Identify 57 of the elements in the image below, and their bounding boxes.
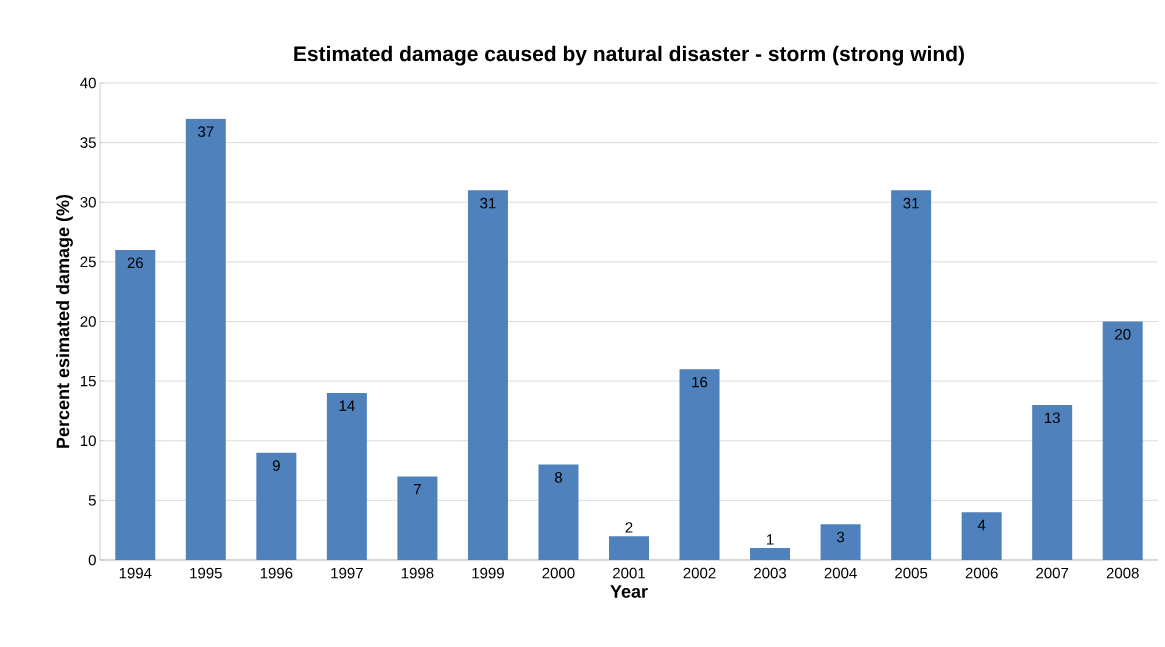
y-tick-label: 20: [80, 316, 96, 327]
data-label: 37: [198, 126, 214, 137]
y-tick-label: 35: [80, 137, 96, 148]
y-axis-title: Percent esimated damage (%): [56, 194, 73, 448]
bar: [397, 476, 438, 560]
x-tick-label: 2006: [965, 567, 998, 579]
x-tick-label: 1994: [119, 567, 152, 579]
x-tick-label: 1997: [331, 567, 363, 579]
data-label: 14: [339, 400, 355, 411]
bar: [750, 548, 791, 560]
data-label: 9: [272, 460, 280, 471]
x-tick-label: 2001: [613, 567, 645, 579]
y-tick-label: 5: [88, 495, 96, 506]
data-label: 26: [127, 257, 143, 269]
bar: [115, 249, 156, 560]
x-tick-label: 2007: [1036, 567, 1069, 579]
data-label: 8: [554, 472, 562, 483]
data-label: 16: [692, 376, 708, 388]
x-tick-label: 2005: [895, 567, 928, 579]
x-tick-label: 1995: [190, 567, 222, 579]
x-tick-label: 2002: [683, 567, 716, 579]
bar: [891, 190, 932, 560]
bar: [467, 190, 508, 560]
data-label: 4: [977, 519, 986, 531]
x-tick-label: 2004: [824, 567, 857, 579]
y-tick-label: 25: [80, 256, 96, 268]
x-tick-label: 1996: [260, 567, 293, 579]
data-label: 3: [836, 531, 845, 543]
bar: [961, 512, 1002, 560]
y-tick-label: 15: [80, 375, 96, 387]
bar: [679, 369, 720, 560]
data-label: 31: [480, 197, 496, 209]
bar: [185, 118, 226, 560]
bar: [820, 524, 861, 560]
chart-title: Estimated damage caused by natural disaster - storm (strong wind): [294, 45, 964, 66]
bar: [1032, 404, 1073, 560]
x-tick-label: 2003: [754, 567, 787, 579]
x-tick-label: 1998: [401, 567, 434, 579]
x-tick-label: 1999: [472, 567, 504, 579]
y-tick-label: 30: [80, 196, 96, 208]
y-tick-label: 10: [80, 435, 96, 447]
data-label: 7: [414, 484, 421, 495]
data-label: 1: [767, 534, 774, 545]
bar: [1102, 321, 1143, 560]
bar: [326, 393, 367, 560]
y-tick-label: 40: [80, 77, 96, 89]
y-tick-label: 0: [88, 554, 96, 566]
x-axis-title: Year: [610, 585, 648, 598]
bar: [256, 452, 297, 560]
x-tick-label: 2008: [1106, 567, 1139, 579]
data-label: 2: [625, 522, 633, 533]
data-label: 13: [1044, 412, 1060, 424]
bar: [609, 536, 649, 560]
data-label: 31: [903, 197, 919, 209]
x-tick-label: 2000: [542, 567, 575, 579]
bar: [538, 464, 579, 560]
data-label: 20: [1115, 329, 1131, 340]
